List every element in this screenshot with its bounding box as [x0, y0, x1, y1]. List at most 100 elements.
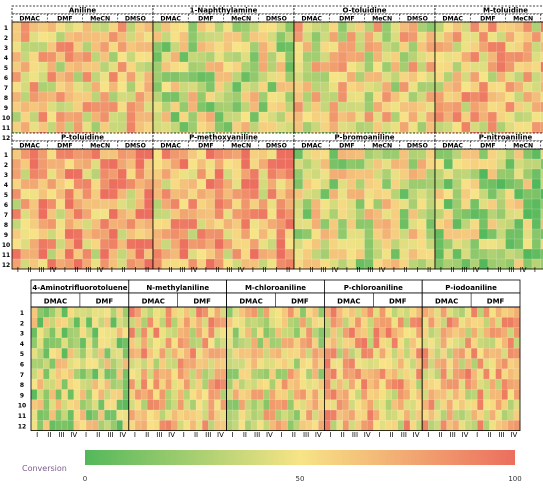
heatmap-cell [311, 42, 321, 53]
heatmap-cell [390, 189, 401, 200]
heatmap-cell [244, 368, 252, 380]
heatmap-cell [409, 410, 417, 421]
heatmap-cell [346, 239, 357, 250]
heatmap-cell [440, 307, 447, 318]
x-tick-label: IV [50, 266, 57, 274]
heatmap-cell [446, 389, 454, 401]
heatmap-cell [361, 317, 368, 328]
heatmap-cell [514, 239, 524, 250]
solvent-label: DMSO [407, 142, 428, 149]
heatmap-cell [408, 259, 418, 270]
heatmap-cell [208, 368, 215, 380]
heatmap-cell [263, 410, 270, 421]
heatmap-cell [403, 389, 411, 401]
heatmap-cell [417, 102, 427, 113]
heatmap-cell [251, 307, 258, 318]
heatmap-cell [373, 122, 383, 133]
heatmap-cell [287, 337, 295, 349]
heatmap-cell [477, 368, 484, 380]
heatmap-cell [496, 72, 506, 83]
y-tick-label: 12 [2, 262, 10, 269]
heatmap-cell [287, 399, 295, 411]
heatmap-cell [73, 189, 83, 200]
heatmap-cell [159, 389, 166, 401]
heatmap-cell [487, 229, 498, 240]
heatmap-cell [267, 199, 277, 210]
heatmap-cell [355, 239, 365, 250]
heatmap-cell [108, 112, 119, 123]
heatmap-cell [197, 22, 207, 33]
heatmap-cell [348, 348, 356, 359]
x-tick-label: II [145, 431, 149, 439]
heatmap-cell [390, 72, 401, 83]
solvent-label: DMF [389, 297, 407, 305]
heatmap-cell [226, 420, 234, 431]
heatmap-cell [471, 379, 478, 390]
heatmap-cell [47, 179, 57, 190]
heatmap-cell [403, 337, 411, 349]
heatmap-cell [98, 317, 105, 328]
heatmap-cell [67, 399, 75, 411]
heatmap-cell [330, 399, 337, 411]
heatmap-cell [258, 159, 268, 170]
heatmap-cell [205, 209, 216, 220]
heatmap-cell [409, 368, 417, 380]
heatmap-cell [161, 199, 171, 210]
heatmap-cell [61, 327, 69, 339]
heatmap-cell [329, 52, 339, 63]
heatmap-cell [205, 259, 216, 270]
heatmap-cell [452, 169, 462, 180]
heatmap-cell [135, 122, 145, 133]
heatmap-cell [428, 379, 435, 390]
heatmap-cell [196, 337, 203, 349]
heatmap-cell [446, 317, 454, 328]
x-tick-label: III [352, 431, 358, 439]
heatmap-cell [285, 82, 295, 93]
heatmap-cell [417, 122, 427, 133]
heatmap-cell [385, 410, 392, 421]
heatmap-cell [422, 307, 429, 318]
heatmap-cell [232, 209, 242, 220]
y-tick-label: 12 [2, 135, 10, 142]
heatmap-cell [38, 189, 48, 200]
heatmap-cell [355, 22, 365, 33]
heatmap-cell [91, 149, 101, 160]
heatmap-cell [91, 82, 101, 93]
heatmap-cell [523, 259, 533, 270]
heatmap-cell [320, 112, 330, 123]
heatmap-cell [435, 249, 445, 260]
heatmap-cell [324, 337, 331, 349]
heatmap-cell [461, 32, 471, 43]
heatmap-cell [479, 22, 489, 33]
heatmap-cell [461, 249, 471, 260]
solvent-label: DMAC [160, 15, 181, 22]
heatmap-cell [202, 368, 209, 380]
heatmap-cell [287, 389, 295, 401]
x-tick-label: II [357, 266, 361, 274]
heatmap-cell [428, 337, 435, 349]
heatmap-cell [452, 149, 462, 160]
heatmap-cell [238, 307, 246, 318]
heatmap-cell [373, 239, 383, 250]
heatmap-cell [367, 399, 374, 411]
heatmap-cell [540, 112, 543, 123]
heatmap-cell [134, 348, 142, 359]
heatmap-cell [64, 159, 75, 170]
heatmap-cell [267, 149, 277, 160]
heatmap-cell [514, 82, 524, 93]
heatmap-cell [426, 62, 436, 73]
heatmap-cell [126, 169, 136, 180]
heatmap-cell [29, 259, 39, 270]
heatmap-cell [92, 399, 99, 411]
heatmap-cell [391, 410, 399, 421]
heatmap-cell [523, 149, 533, 160]
heatmap-cell [276, 149, 286, 160]
heatmap-cell [464, 348, 472, 359]
heatmap-cell [153, 169, 163, 180]
heatmap-cell [49, 348, 56, 359]
heatmap-cell [117, 22, 127, 33]
heatmap-cell [208, 420, 215, 431]
heatmap-cell [197, 92, 207, 103]
heatmap-cell [470, 62, 480, 73]
